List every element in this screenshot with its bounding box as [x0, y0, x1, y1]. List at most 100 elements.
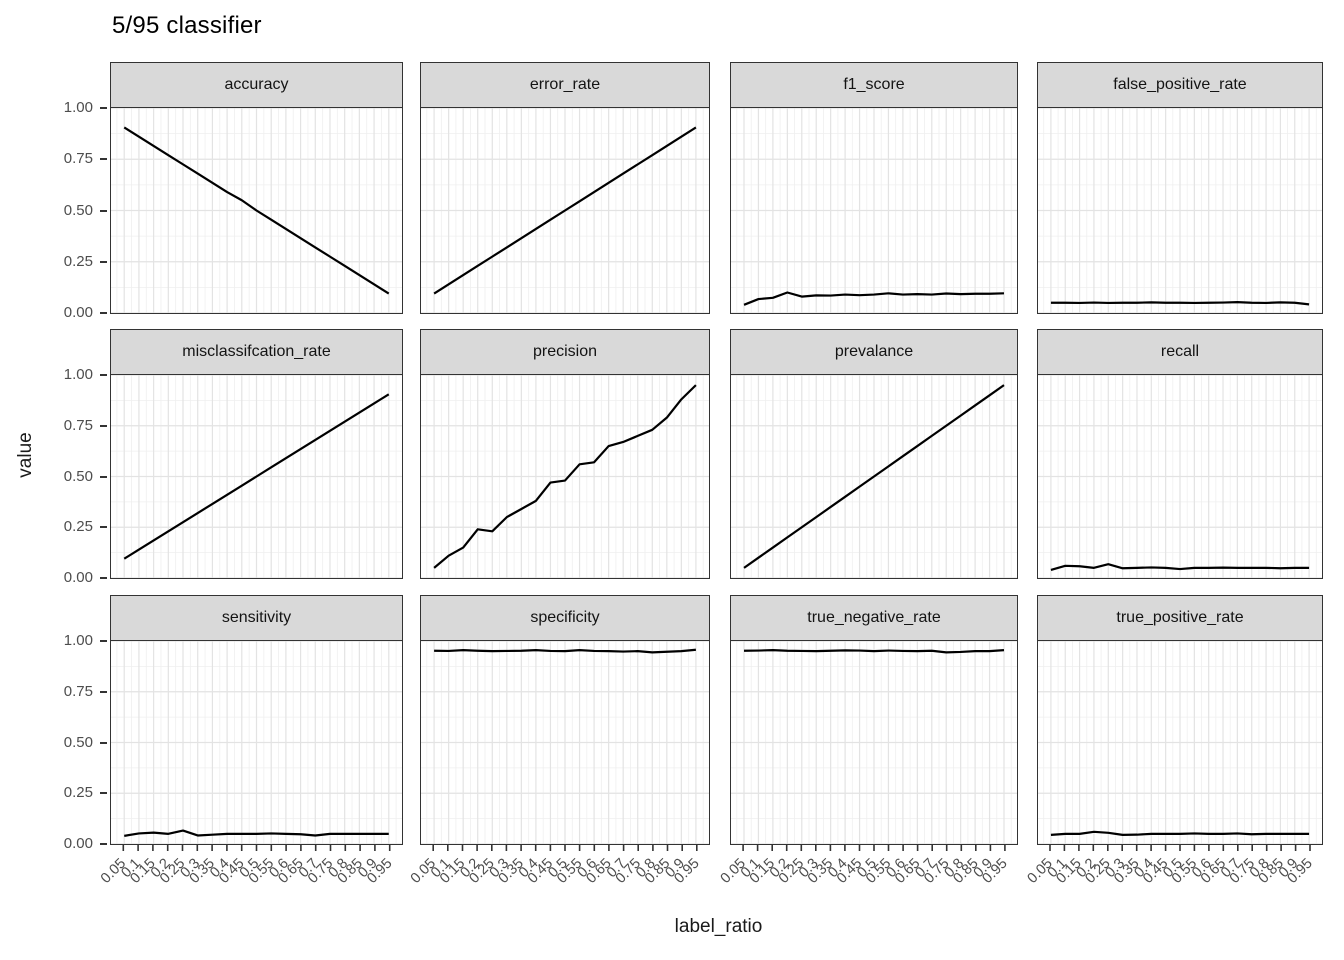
facet-plot-svg [421, 641, 709, 844]
facet-plot-svg [1038, 108, 1322, 313]
x-axis-title: label_ratio [674, 916, 763, 937]
gridlines [1038, 641, 1322, 844]
y-tick-label: 0.25 [63, 784, 93, 802]
y-tick-label: 0.75 [63, 416, 93, 434]
y-tick [100, 577, 107, 579]
series-line [434, 650, 696, 653]
y-tick [100, 792, 107, 795]
facet-plot-svg [1038, 375, 1322, 578]
x-axis-col-4: 0.05 0.1 0.15 0.2 0.25 0.3 0.35 0.4 0.45 0.5 0.55 0… [1025, 845, 1323, 923]
facet-sensitivity: sensitivity [110, 595, 403, 845]
facet-strip: true_negative_rate [730, 595, 1018, 641]
gridlines [421, 641, 709, 844]
gridlines [731, 375, 1017, 578]
facet-false-positive-rate: false_positive_rate [1037, 62, 1323, 314]
y-tick [100, 843, 107, 845]
x-axis-col-2: 0.05 0.1 0.15 0.2 0.25 0.3 0.35 0.4 0.45 0.5 0.55 0… [408, 845, 710, 923]
y-tick-label: 0.00 [63, 835, 93, 852]
y-tick [100, 209, 107, 212]
y-tick-label: 0.75 [63, 150, 93, 168]
y-tick-label: 0.50 [63, 467, 93, 485]
facet-strip: precision [420, 329, 710, 375]
series-line [744, 385, 1004, 568]
facet-strip-label: prevalance [834, 343, 914, 360]
y-tick-label: 0.50 [63, 201, 93, 219]
facet-strip-label: sensitivity [221, 609, 292, 626]
facet-panel [110, 107, 403, 314]
facet-error-rate: error_rate [420, 62, 710, 314]
facet-plot-svg [111, 375, 402, 578]
facet-strip: recall [1037, 329, 1323, 375]
facet-strip-label: accuracy [224, 76, 289, 93]
facet-strip-label: precision [532, 343, 598, 360]
series-line [744, 293, 1004, 305]
y-tick [100, 424, 107, 427]
facet-strip: sensitivity [110, 595, 403, 641]
facet-panel [1037, 107, 1323, 314]
y-tick-label: 0.25 [63, 518, 93, 536]
facet-strip-label: true_negative_rate [807, 609, 941, 626]
y-tick-label: 0.75 [63, 682, 93, 700]
y-axis-row-3: 1.00 0.75 0.50 0.25 0.00 [0, 595, 110, 852]
gridlines [1038, 375, 1322, 578]
facet-plot-svg [421, 375, 709, 578]
y-tick [100, 260, 107, 263]
y-axis-row-2: 1.00 0.75 0.50 0.25 0.00 [0, 329, 110, 586]
gridlines [111, 641, 402, 844]
facet-strip: error_rate [420, 62, 710, 108]
x-axis-col-1: 0.05 0.1 0.15 0.2 0.25 0.3 0.35 0.4 0.45 0.5 0.55 0… [98, 845, 403, 923]
facet-true-positive-rate: true_positive_rate [1037, 595, 1323, 845]
facet-panel [730, 374, 1018, 579]
series-line [124, 831, 389, 836]
facet-strip-label: error_rate [529, 76, 601, 93]
facet-panel [110, 640, 403, 845]
facet-specificity: specificity [420, 595, 710, 845]
chart-title: 5/95 classifier [112, 12, 262, 39]
x-axis-svg: 0.050.10.150.20.250.30.350.40.450.50.550… [408, 845, 703, 887]
series-line [434, 385, 696, 568]
facet-strip: false_positive_rate [1037, 62, 1323, 108]
y-tick-label: 0.00 [63, 304, 93, 321]
y-tick-label: 1.00 [63, 632, 93, 649]
y-tick [100, 107, 107, 109]
facet-panel [420, 640, 710, 845]
facet-plot-svg [731, 641, 1017, 844]
y-tick [100, 312, 107, 314]
facet-true-negative-rate: true_negative_rate [730, 595, 1018, 845]
y-tick [100, 741, 107, 744]
facet-strip-label: misclassifcation_rate [182, 343, 331, 360]
facet-strip: specificity [420, 595, 710, 641]
facet-strip-label: recall [1160, 343, 1200, 360]
y-tick [100, 640, 107, 642]
facet-prevalance: prevalance [730, 329, 1018, 579]
gridlines [421, 375, 709, 578]
y-tick [100, 690, 107, 693]
facet-accuracy: accuracy [110, 62, 403, 314]
facet-misclassifcation-rate: misclassifcation_rate [110, 329, 403, 579]
series-line [124, 127, 389, 293]
x-axis-svg: 0.050.10.150.20.250.30.350.40.450.50.550… [718, 845, 1011, 887]
y-tick-label: 0.00 [63, 569, 93, 586]
y-tick [100, 374, 107, 376]
series-line [1051, 564, 1309, 570]
series-line [434, 127, 696, 293]
gridlines [1038, 108, 1322, 313]
y-axis-row-1: 1.00 0.75 0.50 0.25 0.00 [0, 62, 110, 321]
facet-strip: true_positive_rate [1037, 595, 1323, 641]
facet-f1-score: f1_score [730, 62, 1018, 314]
facet-strip-label: false_positive_rate [1113, 76, 1247, 93]
facet-plot-svg [111, 108, 402, 313]
gridlines [731, 641, 1017, 844]
series-line [744, 650, 1004, 652]
y-tick-label: 1.00 [63, 99, 93, 116]
facet-panel [730, 107, 1018, 314]
facet-panel [1037, 640, 1323, 845]
x-axis-svg: 0.050.10.150.20.250.30.350.40.450.50.550… [98, 845, 396, 887]
y-tick [100, 526, 107, 529]
facet-strip: accuracy [110, 62, 403, 108]
series-line [124, 394, 389, 558]
facet-plot-svg [1038, 641, 1322, 844]
facet-plot-svg [111, 641, 402, 844]
facet-strip-label: f1_score [843, 76, 905, 93]
